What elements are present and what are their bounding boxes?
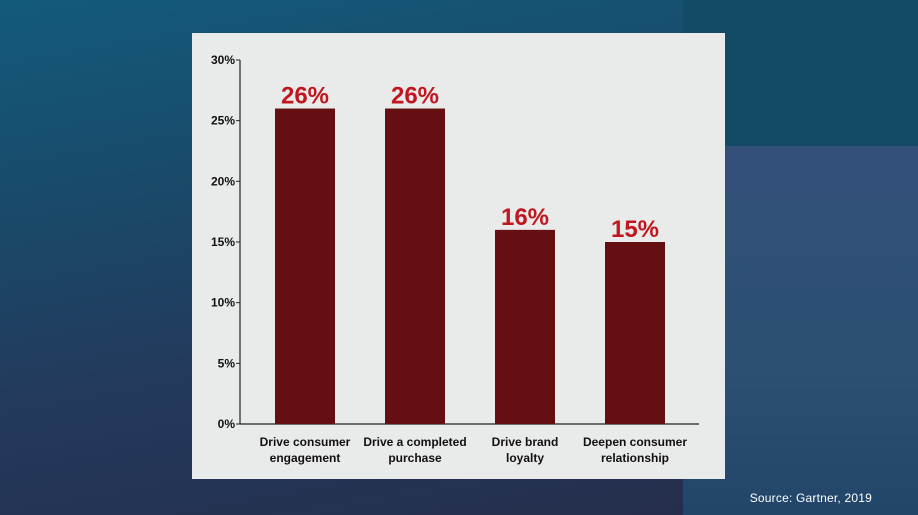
x-tick-label: Drive a completed (363, 435, 466, 449)
y-tick-label: 10% (211, 296, 235, 310)
y-tick-label: 20% (211, 174, 235, 188)
bar (275, 108, 335, 425)
x-tick-label: Drive consumer (260, 435, 351, 449)
bar-chart: 0% 5% 10% 15% 20% 25% 30% 26% Drive consumer enga… (211, 53, 699, 465)
bar (385, 108, 445, 425)
x-tick-label: Deepen consumer (583, 435, 687, 449)
bar-value-label: 26% (281, 83, 329, 110)
y-tick-label: 25% (211, 114, 235, 128)
bar (605, 242, 665, 424)
y-tick-label: 5% (218, 356, 236, 370)
x-tick-label: Drive brand (492, 435, 559, 449)
x-tick-label: loyalty (506, 451, 544, 465)
y-tick-label: 0% (218, 417, 236, 431)
bar (495, 229, 555, 424)
bar-value-label: 16% (501, 204, 549, 231)
y-tick-label: 30% (211, 53, 235, 67)
chart-card: 0% 5% 10% 15% 20% 25% 30% 26% Drive consumer enga… (192, 33, 725, 479)
bar-value-label: 26% (391, 83, 439, 110)
bar-value-label: 15% (611, 216, 659, 243)
y-tick-label: 15% (211, 235, 235, 249)
x-tick-label: engagement (270, 451, 341, 465)
x-tick-label: purchase (388, 451, 442, 465)
source-caption: Source: Gartner, 2019 (749, 491, 872, 505)
x-tick-label: relationship (601, 451, 669, 465)
